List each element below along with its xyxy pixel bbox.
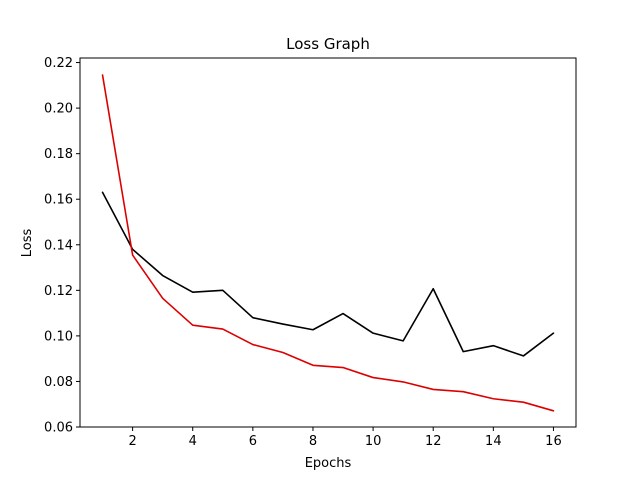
x-tick-label: 12	[425, 434, 442, 449]
chart-title: Loss Graph	[286, 35, 370, 53]
x-tick-label: 6	[249, 434, 257, 449]
plot-area	[101, 74, 555, 412]
y-axis: 0.06 0.08 0.10 0.12 0.14 0.16 0.18 0.20 0.22	[44, 56, 80, 436]
plot-frame	[79, 57, 577, 428]
y-axis-label: Loss	[20, 229, 35, 258]
x-tick-label: 16	[545, 434, 562, 449]
y-tick-label: 0.18	[44, 147, 73, 162]
x-tick-label: 4	[189, 434, 197, 449]
y-tick-label: 0.14	[44, 238, 73, 253]
x-axis: 2 4 6 8 10 12 14 16	[128, 427, 562, 449]
x-axis-label: Epochs	[305, 456, 352, 471]
series-line-2	[101, 74, 555, 412]
y-tick-label: 0.16	[44, 193, 73, 208]
x-tick-label: 14	[485, 434, 502, 449]
y-tick-label: 0.12	[44, 284, 73, 299]
x-tick-label: 8	[309, 434, 317, 449]
y-tick-label: 0.22	[44, 56, 73, 71]
y-tick-label: 0.08	[44, 375, 73, 390]
x-tick-label: 2	[128, 434, 136, 449]
series-line-1	[101, 191, 555, 357]
x-tick-label: 10	[365, 434, 382, 449]
y-tick-label: 0.10	[44, 329, 73, 344]
y-tick-label: 0.06	[44, 421, 73, 436]
y-tick-label: 0.20	[44, 102, 73, 117]
